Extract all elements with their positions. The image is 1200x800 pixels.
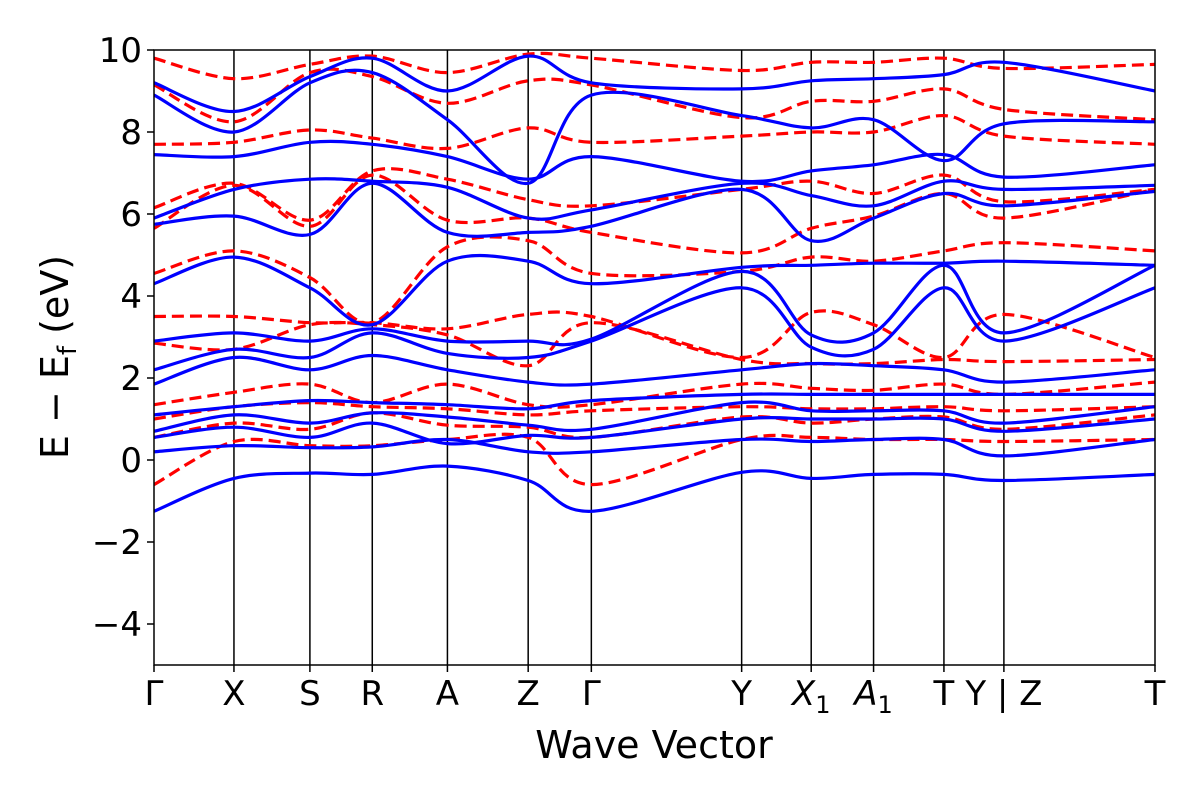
dashed-band-line bbox=[154, 51, 1155, 81]
y-tick-label: −4 bbox=[92, 605, 142, 645]
x-tick-label: X1 bbox=[790, 674, 831, 719]
plot-background bbox=[154, 50, 1155, 665]
solid-band-line bbox=[154, 400, 1155, 433]
dashed-band-line bbox=[154, 67, 1155, 124]
dashed-band-line bbox=[154, 401, 1155, 421]
dashed-band-line bbox=[154, 320, 1155, 368]
x-tick-label: T bbox=[933, 674, 955, 714]
dashed-band-line bbox=[154, 309, 1155, 360]
y-tick-label: 0 bbox=[120, 441, 142, 481]
y-tick-label: 4 bbox=[120, 277, 142, 317]
solid-band-line bbox=[154, 253, 1155, 327]
bands-layer bbox=[154, 51, 1155, 513]
y-axis-ticks: −4 −2 0 2 4 6 8 10 bbox=[92, 31, 154, 645]
y-tick-label: 2 bbox=[120, 359, 142, 399]
x-tick-label: Y | Z bbox=[964, 674, 1042, 714]
solid-band-line bbox=[154, 464, 1155, 513]
dashed-band-line bbox=[154, 113, 1155, 151]
y-tick-label: −2 bbox=[92, 523, 142, 563]
y-axis-title: E − Ef (eV) bbox=[33, 255, 83, 459]
x-tick-label: A1 bbox=[852, 674, 893, 719]
x-tick-label: A bbox=[436, 674, 459, 714]
solid-band-line bbox=[154, 286, 1155, 372]
solid-band-line bbox=[154, 392, 1155, 417]
y-tick-label: 6 bbox=[120, 195, 142, 235]
plot-frame bbox=[153, 49, 1156, 666]
dashed-band-line bbox=[154, 235, 1155, 325]
y-tick-label: 10 bbox=[99, 31, 142, 71]
dashed-band-line bbox=[154, 167, 1155, 222]
x-axis-title: Wave Vector bbox=[535, 723, 773, 767]
y-tick-label: 8 bbox=[120, 113, 142, 153]
x-tick-label: R bbox=[360, 674, 384, 714]
solid-band-line bbox=[154, 54, 1155, 114]
solid-band-line bbox=[154, 416, 1155, 446]
solid-band-line bbox=[154, 263, 1155, 347]
solid-band-line bbox=[154, 436, 1155, 458]
x-tick-label: T bbox=[1144, 674, 1166, 714]
x-tick-label: S bbox=[299, 674, 321, 714]
solid-band-line bbox=[154, 181, 1155, 244]
x-tick-label: Γ bbox=[145, 674, 164, 714]
solid-band-line bbox=[154, 68, 1155, 185]
dashed-band-line bbox=[154, 380, 1155, 409]
solid-band-line bbox=[154, 353, 1155, 387]
x-tick-label: X bbox=[222, 674, 245, 714]
solid-band-line bbox=[154, 177, 1155, 221]
x-tick-label: Γ bbox=[582, 674, 601, 714]
x-tick-label: Y bbox=[730, 674, 752, 714]
dashed-band-line bbox=[154, 173, 1155, 255]
x-tick-label: Z bbox=[517, 674, 540, 714]
